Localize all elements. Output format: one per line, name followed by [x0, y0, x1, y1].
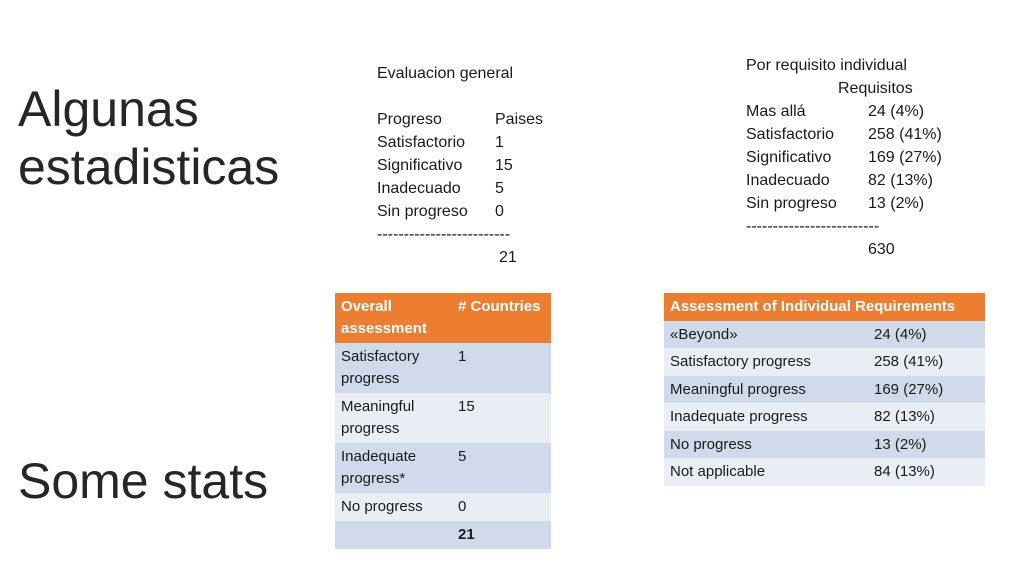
spanish-title: Algunas estadisticas [18, 80, 279, 196]
general-evaluation-header-row: Progreso Paises [377, 108, 543, 131]
individual-requirement-row: Sin progreso 13 (2%) [746, 192, 942, 215]
general-evaluation-row: Satisfactorio 1 [377, 131, 543, 154]
table-total-row: 21 [335, 521, 551, 549]
row-value: 5 [495, 180, 504, 197]
individual-requirements-table: Assessment of Individual Requirements «B… [664, 293, 985, 486]
overall-assessment-table: Overall assessment # Countries Satisfact… [335, 293, 551, 549]
individual-requirement-heading: Por requisito individual [746, 57, 907, 74]
assessment-cell: Inadequate progress* [335, 443, 452, 493]
general-evaluation-row: Significativo 15 [377, 154, 543, 177]
general-evaluation-row: Inadecuado 5 [377, 177, 543, 200]
assessment-cell: Satisfactory progress [335, 343, 452, 393]
requirement-cell: No progress [664, 430, 868, 458]
table-header-row: Overall assessment # Countries [335, 293, 551, 343]
countries-column-label: Paises [495, 111, 544, 128]
row-value: 0 [495, 203, 504, 220]
blank-line [377, 85, 543, 108]
row-label: Sin progreso [746, 195, 837, 212]
count-cell: 0 [452, 493, 551, 521]
value-cell: 84 (13%) [868, 458, 985, 486]
individual-requirement-row: Significativo 169 (27%) [746, 146, 942, 169]
requirement-cell: Satisfactory progress [664, 348, 868, 376]
table-row: No progress 0 [335, 493, 551, 521]
individual-requirement-row: Mas allá 24 (4%) [746, 100, 942, 123]
value-cell: 24 (4%) [868, 320, 985, 348]
row-value: 15 [495, 157, 513, 174]
row-label: Significativo [377, 157, 463, 174]
assessment-cell: Meaningful progress [335, 393, 452, 443]
individual-requirement-total: 630 [868, 241, 895, 258]
general-evaluation-total: 21 [499, 249, 517, 266]
row-label: Satisfactorio [746, 126, 835, 143]
separator-line: ------------------------- [746, 218, 880, 235]
requirement-cell: Meaningful progress [664, 375, 868, 403]
requirement-cell: Inadequate progress [664, 403, 868, 431]
requirements-subheading: Requisitos [838, 80, 913, 97]
table-row: Satisfactory progress 258 (41%) [664, 348, 985, 376]
table-row: Not applicable 84 (13%) [664, 458, 985, 486]
progress-column-label: Progreso [377, 111, 442, 128]
value-cell: 258 (41%) [868, 348, 985, 376]
row-label: Satisfactorio [377, 134, 466, 151]
row-value: 169 (27%) [868, 149, 942, 166]
count-cell: 5 [452, 443, 551, 493]
row-value: 1 [495, 134, 504, 151]
english-title: Some stats [18, 453, 269, 509]
total-cell: 21 [452, 521, 551, 549]
individual-requirement-row: Inadecuado 82 (13%) [746, 169, 942, 192]
row-value: 13 (2%) [868, 195, 925, 212]
value-cell: 82 (13%) [868, 403, 985, 431]
table-header-row: Assessment of Individual Requirements [664, 293, 985, 321]
general-evaluation-heading: Evaluacion general [377, 65, 514, 82]
table-row: Inadequate progress 82 (13%) [664, 403, 985, 431]
assessment-cell: No progress [335, 493, 452, 521]
value-cell: 13 (2%) [868, 430, 985, 458]
table-row: «Beyond» 24 (4%) [664, 320, 985, 348]
row-value: 24 (4%) [868, 103, 925, 120]
table-row: No progress 13 (2%) [664, 430, 985, 458]
table-row: Meaningful progress 15 [335, 393, 551, 443]
table-row: Satisfactory progress 1 [335, 343, 551, 393]
row-label: Significativo [746, 149, 832, 166]
requirement-cell: «Beyond» [664, 320, 868, 348]
spanish-title-line-1: Algunas [18, 81, 199, 137]
countries-header: # Countries [452, 293, 551, 343]
row-label: Mas allá [746, 103, 806, 120]
count-cell: 15 [452, 393, 551, 443]
requirement-cell: Not applicable [664, 458, 868, 486]
value-cell: 169 (27%) [868, 375, 985, 403]
separator-line: ------------------------- [377, 226, 511, 243]
general-evaluation-text: Evaluacion general Progreso Paises Satisf… [377, 62, 543, 269]
table-row: Inadequate progress* 5 [335, 443, 551, 493]
individual-requirements-header: Assessment of Individual Requirements [664, 293, 985, 321]
row-label: Sin progreso [377, 203, 468, 220]
count-cell: 1 [452, 343, 551, 393]
row-label: Inadecuado [377, 180, 461, 197]
spanish-title-line-2: estadisticas [18, 139, 280, 195]
overall-assessment-header: Overall assessment [335, 293, 452, 343]
individual-requirement-row: Satisfactorio 258 (41%) [746, 123, 942, 146]
row-value: 82 (13%) [868, 172, 933, 189]
empty-cell [335, 521, 452, 549]
row-value: 258 (41%) [868, 126, 942, 143]
individual-requirement-text: Por requisito individual Requisitos Mas … [746, 54, 942, 261]
general-evaluation-row: Sin progreso 0 [377, 200, 543, 223]
row-label: Inadecuado [746, 172, 830, 189]
table-row: Meaningful progress 169 (27%) [664, 375, 985, 403]
